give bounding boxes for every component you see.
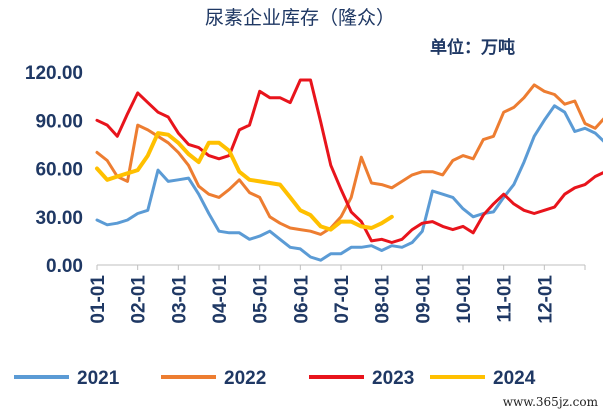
x-tick-label: 05-01 [251,275,272,324]
x-tick-label: 06-01 [291,275,312,324]
x-tick-label: 01-01 [88,275,109,324]
x-tick-label: 09-01 [413,275,434,324]
y-tick-label: 90.00 [35,111,83,132]
watermark: www.365jz.com [503,395,599,409]
y-tick-label: 0.00 [46,256,83,277]
x-tick-label: 11-01 [495,275,516,323]
chart-title: 尿素企业库存（隆众） [205,7,395,29]
x-tick-label: 07-01 [332,275,353,324]
series-line-2024 [95,131,394,232]
legend-label-2021: 2021 [77,368,120,389]
y-axis-ticks: 0.00 30.00 60.00 90.00 120.00 [25,63,83,277]
x-tick-label: 02-01 [129,275,150,324]
x-tick-label: 04-01 [210,275,231,324]
x-tick-label: 12-01 [535,275,556,324]
series-line-2022 [95,83,603,236]
y-tick-label: 120.00 [25,63,83,84]
series-line-2023 [95,78,603,244]
x-axis-ticks: 01-01 02-01 03-01 04-01 05-01 06-01 07-01 08-01… [88,275,556,324]
x-tick-label: 10-01 [454,275,475,324]
legend: 2021 2022 2023 2024 [14,368,536,389]
legend-label-2024: 2024 [493,368,536,389]
series-line-2021 [95,104,603,262]
plot-lines [95,78,603,262]
unit-label: 单位：万吨 [430,37,515,58]
x-tick-label: 03-01 [169,275,190,324]
legend-label-2022: 2022 [224,368,266,389]
y-tick-label: 30.00 [35,208,83,229]
x-tick-label: 08-01 [373,275,394,324]
axes [96,264,586,270]
legend-label-2023: 2023 [372,368,414,389]
y-tick-label: 60.00 [35,160,83,181]
